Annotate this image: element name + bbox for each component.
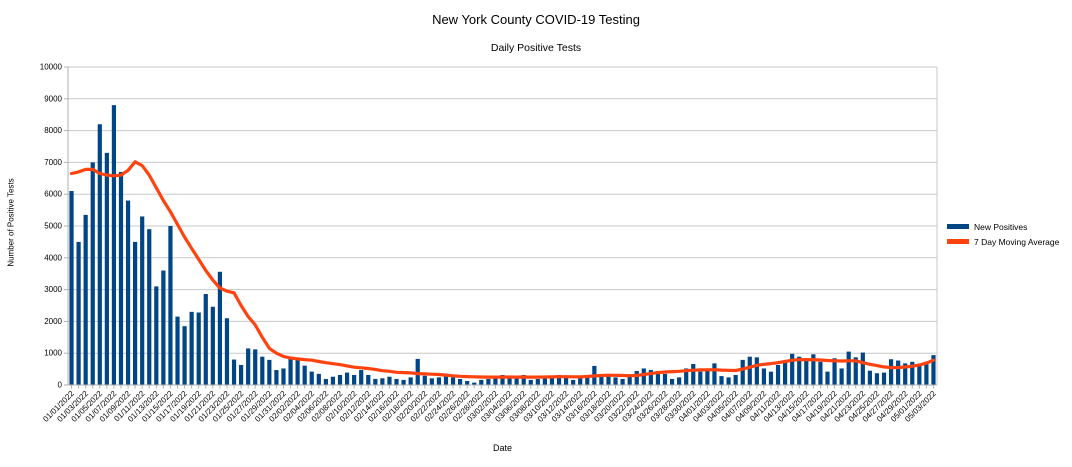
gridlines [68, 66, 937, 354]
svg-text:7000: 7000 [44, 158, 62, 167]
bar-series-new-positives [69, 105, 936, 386]
x-axis-labels: 01/01/202201/03/202201/05/202201/07/2022… [41, 389, 938, 424]
legend-label: 7 Day Moving Average [974, 236, 1060, 247]
svg-text:3000: 3000 [44, 285, 62, 294]
y-axis-title: Number of Positive Tests [6, 178, 16, 267]
moving-average-swatch-icon [947, 239, 969, 244]
y-axis-ticks [64, 66, 68, 386]
svg-text:9000: 9000 [44, 94, 62, 103]
chart-title: New York County COVID-19 Testing [432, 12, 640, 27]
chart-subtitle: Daily Positive Tests [490, 42, 582, 54]
legend-item-new-positives: New Positives [947, 219, 1059, 234]
x-axis-title: Date [492, 443, 512, 453]
moving-average-line [69, 160, 936, 379]
svg-text:1000: 1000 [44, 349, 62, 358]
svg-text:0: 0 [58, 381, 63, 390]
x-axis-ticks [71, 385, 934, 389]
svg-text:2000: 2000 [44, 317, 62, 326]
svg-text:6000: 6000 [44, 190, 62, 199]
svg-text:5000: 5000 [44, 222, 62, 231]
new-positives-swatch-icon [947, 224, 969, 229]
legend: New Positives 7 Day Moving Average [947, 219, 1059, 249]
legend-item-moving-average: 7 Day Moving Average [947, 234, 1059, 249]
svg-text:8000: 8000 [44, 126, 62, 135]
y-axis-labels: 0 1000 2000 3000 4000 5000 6000 7000 8000 9000 100… [40, 63, 63, 390]
svg-text:4000: 4000 [44, 253, 62, 262]
legend-label: New Positives [974, 221, 1028, 232]
svg-text:10000: 10000 [40, 63, 63, 72]
